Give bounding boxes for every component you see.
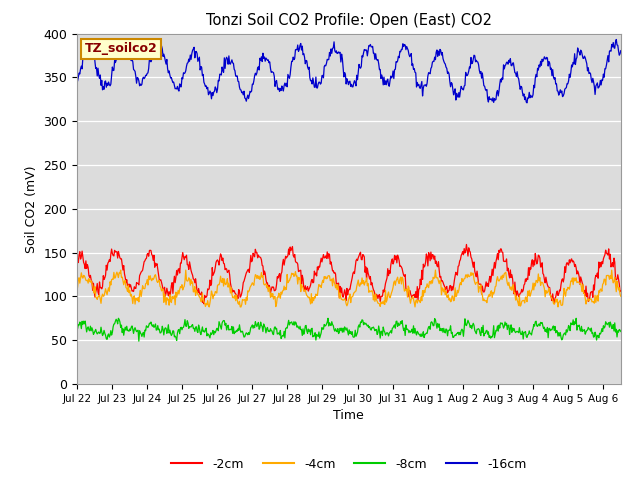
Legend: -2cm, -4cm, -8cm, -16cm: -2cm, -4cm, -8cm, -16cm [166, 453, 531, 476]
Title: Tonzi Soil CO2 Profile: Open (East) CO2: Tonzi Soil CO2 Profile: Open (East) CO2 [206, 13, 492, 28]
X-axis label: Time: Time [333, 409, 364, 422]
Y-axis label: Soil CO2 (mV): Soil CO2 (mV) [25, 165, 38, 252]
Text: TZ_soilco2: TZ_soilco2 [85, 42, 157, 55]
